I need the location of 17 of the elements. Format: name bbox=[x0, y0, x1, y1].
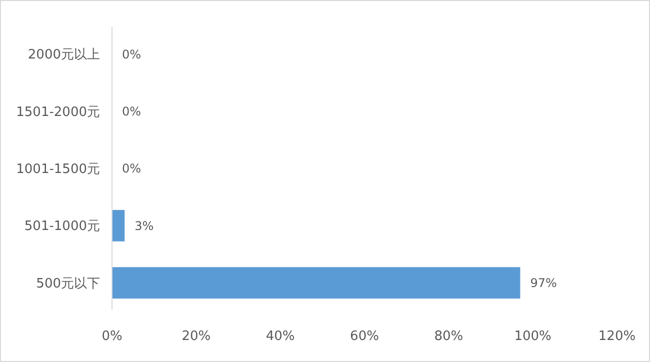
data-label: 0% bbox=[122, 47, 142, 62]
x-tick-label: 40% bbox=[266, 329, 295, 344]
y-tick-label: 501-1000元 bbox=[24, 219, 100, 234]
y-tick-label: 2000元以上 bbox=[28, 48, 100, 63]
x-tick-label: 20% bbox=[182, 329, 211, 344]
x-tick-label: 100% bbox=[514, 329, 552, 344]
y-tick-label: 500元以下 bbox=[36, 276, 100, 292]
y-tick-label: 1501-2000元 bbox=[16, 104, 100, 120]
data-label: 97% bbox=[530, 276, 557, 290]
y-tick-label: 1001-1500元 bbox=[16, 162, 100, 178]
x-tick-label: 0% bbox=[102, 329, 122, 344]
data-label: 0% bbox=[122, 104, 142, 119]
x-tick-label: 80% bbox=[434, 329, 464, 344]
data-label: 0% bbox=[122, 162, 142, 176]
x-tick-label: 60% bbox=[350, 329, 379, 344]
data-label: 3% bbox=[134, 218, 154, 233]
x-tick-label: 120% bbox=[598, 329, 636, 344]
